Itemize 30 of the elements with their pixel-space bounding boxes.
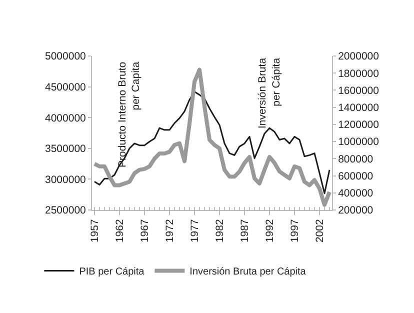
y-tick-label: 4500000	[45, 81, 86, 94]
y2-tick-label: 1200000	[338, 119, 380, 132]
y2-tick-label: 1000000	[338, 136, 380, 148]
y2-tick-label: 2000000	[338, 50, 380, 63]
annotation: Inversión Bruta per Cápita	[256, 58, 282, 129]
y2-tick-label: 1800000	[338, 68, 380, 80]
y2-tick-label: 1600000	[338, 84, 380, 97]
annotation: Producto Interno Bruto per Capita	[116, 62, 142, 168]
x-tick-label: 1957	[88, 219, 101, 243]
x-tick-label: 2002	[314, 219, 326, 243]
x-tick-label: 1977	[188, 219, 201, 243]
x-tick-label: 1982	[214, 219, 226, 243]
y2-tick-label: 800000	[338, 153, 374, 166]
y2-tick-label: 600000	[338, 170, 374, 182]
x-tick-label: 1967	[138, 219, 151, 243]
y-tick-label: 3000000	[45, 174, 86, 186]
y2-tick-label: 400000	[338, 188, 374, 200]
y2-tick-label: 200000	[338, 204, 374, 217]
y2-tick-label: 1400000	[338, 102, 380, 114]
legend-label: PIB per Cápita	[79, 266, 145, 278]
y-tick-label: 5000000	[45, 50, 86, 63]
x-tick-label: 1972	[164, 219, 176, 243]
y-tick-label: 3500000	[45, 143, 86, 156]
y-tick-label: 4000000	[45, 112, 86, 124]
y-tick-label: 2500000	[45, 204, 86, 217]
legend-label: Inversión Bruta per Cápita	[190, 266, 306, 278]
x-tick-label: 1962	[114, 219, 126, 243]
x-tick-label: 1987	[238, 219, 251, 243]
x-tick-label: 1997	[288, 219, 301, 243]
x-tick-label: 1992	[264, 219, 276, 243]
